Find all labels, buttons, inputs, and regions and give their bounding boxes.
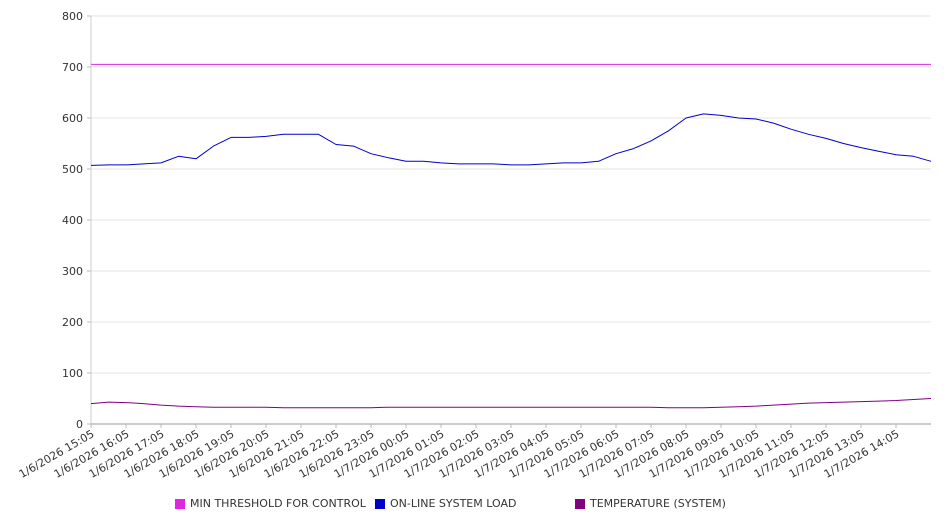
legend-item-min-threshold[interactable]: MIN THRESHOLD FOR CONTROL (175, 497, 366, 510)
y-tick-label: 200 (62, 316, 83, 329)
y-tick-label: 500 (62, 163, 83, 176)
legend: MIN THRESHOLD FOR CONTROL ON-LINE SYSTEM… (0, 497, 946, 515)
y-tick-label: 600 (62, 112, 83, 125)
y-tick-label: 800 (62, 10, 83, 23)
y-tick-label: 100 (62, 367, 83, 380)
series-line-on-line-system-load (90, 113, 932, 166)
series-lines (90, 63, 932, 409)
y-tick-label: 300 (62, 265, 83, 278)
series-line-temperature-system (90, 398, 932, 409)
legend-swatch-system-load (375, 498, 385, 509)
legend-item-system-load[interactable]: ON-LINE SYSTEM LOAD (375, 497, 516, 510)
y-tick-label: 400 (62, 214, 83, 227)
legend-label-temperature: TEMPERATURE (SYSTEM) (590, 497, 726, 510)
legend-label-system-load: ON-LINE SYSTEM LOAD (390, 497, 517, 510)
x-axis-ticks: 1/6/2026 15:051/6/2026 16:051/6/2026 17:… (17, 427, 902, 481)
legend-item-temperature[interactable]: TEMPERATURE (SYSTEM) (575, 497, 726, 510)
legend-swatch-temperature (575, 498, 585, 509)
legend-label-min-threshold: MIN THRESHOLD FOR CONTROL (190, 497, 366, 510)
grid-lines (91, 15, 931, 374)
axes (87, 15, 931, 428)
y-tick-label: 0 (76, 418, 83, 431)
y-tick-label: 700 (62, 61, 83, 74)
y-axis-ticks: 0 100 200 300 400 500 600 700 800 (62, 10, 83, 431)
legend-swatch-min-threshold (175, 498, 185, 509)
